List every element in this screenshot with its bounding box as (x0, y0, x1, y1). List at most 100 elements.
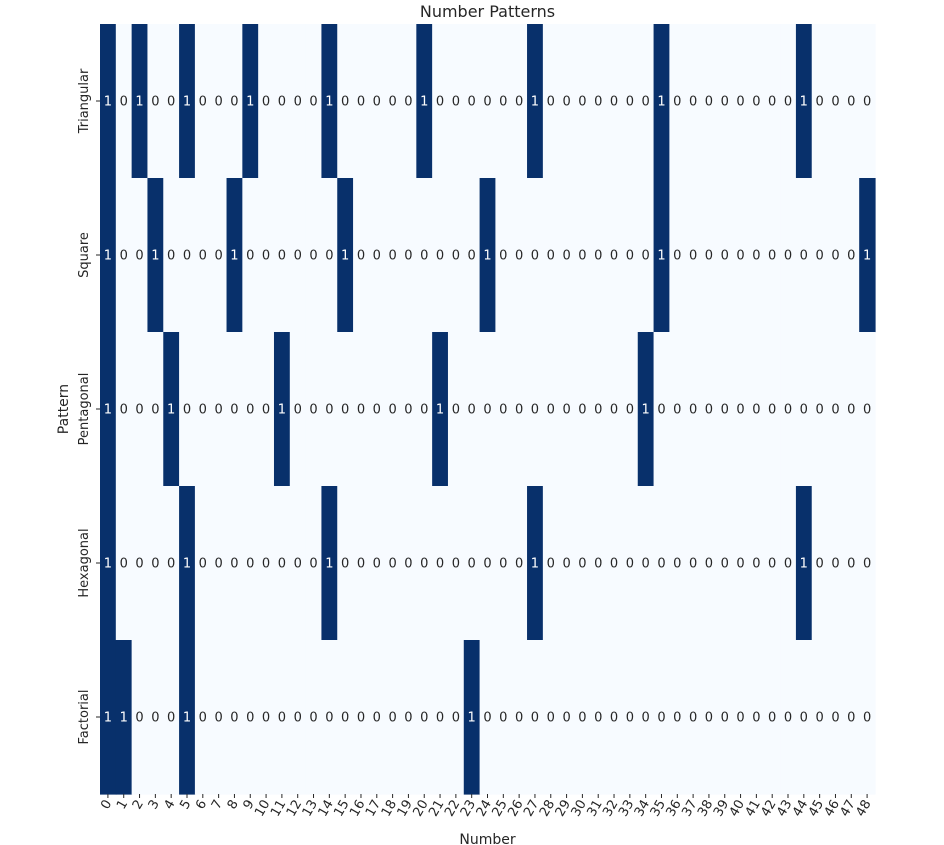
cell-annotation: 0 (705, 249, 713, 264)
heatmap-cell (416, 24, 433, 179)
heatmap-cell (179, 178, 196, 333)
cell-annotation: 0 (610, 557, 618, 572)
cell-annotation: 0 (452, 711, 460, 726)
heatmap-cell (353, 486, 370, 641)
heatmap-cell (147, 486, 164, 641)
cell-annotation: 0 (373, 403, 381, 418)
heatmap-cell (463, 332, 481, 487)
heatmap-cell (716, 178, 734, 333)
x-tick-label: 43 (774, 798, 795, 820)
heatmap-cell (400, 178, 417, 333)
heatmap-cell (827, 486, 844, 641)
cell-annotation: 0 (452, 557, 460, 572)
x-tick-label: 38 (695, 798, 716, 820)
heatmap-cell (764, 640, 781, 795)
heatmap-cell (748, 486, 765, 641)
heatmap-cell (163, 332, 180, 487)
heatmap-cell (732, 640, 750, 795)
heatmap-cell (669, 486, 686, 641)
heatmap-cell (463, 486, 481, 641)
heatmap-cell (527, 486, 544, 641)
cell-annotation: 0 (689, 711, 697, 726)
x-tick-label: 42 (758, 798, 779, 820)
heatmap-cell (685, 486, 702, 641)
heatmap-cell (305, 178, 323, 333)
heatmap-cell (210, 332, 228, 487)
cell-annotation: 1 (325, 557, 333, 572)
cell-annotation: 0 (357, 95, 365, 110)
x-tick-label: 20 (410, 798, 431, 820)
cell-annotation: 0 (673, 711, 681, 726)
x-tick-label: 13 (300, 798, 321, 820)
heatmap-cell (147, 24, 164, 179)
cell-annotation: 0 (768, 249, 776, 264)
heatmap-cell (131, 178, 149, 333)
cell-annotation: 0 (768, 403, 776, 418)
heatmap-cell (384, 332, 402, 487)
heatmap-cell (527, 24, 544, 179)
x-tick-label: 1 (114, 798, 131, 813)
cell-annotation: 1 (167, 403, 175, 418)
y-tick-label: Square (77, 232, 92, 278)
heatmap-cell (179, 24, 196, 179)
cell-annotation: 0 (278, 557, 286, 572)
heatmap-cell (716, 640, 734, 795)
heatmap-cell (606, 486, 623, 641)
cell-annotation: 0 (642, 95, 650, 110)
cell-annotation: 0 (341, 711, 349, 726)
heatmap-cell (511, 640, 528, 795)
x-tick-label: 15 (331, 798, 352, 820)
cell-annotation: 1 (104, 95, 112, 110)
cell-annotation: 0 (705, 711, 713, 726)
cell-annotation: 1 (183, 557, 191, 572)
heatmap-cell (701, 486, 718, 641)
cell-annotation: 0 (468, 95, 476, 110)
heatmap-cell (859, 486, 876, 641)
heatmap-cell (606, 332, 623, 487)
heatmap-cell (701, 332, 718, 487)
heatmap-cell (368, 486, 386, 641)
heatmap-cell (716, 332, 734, 487)
x-tick-label: 10 (252, 798, 273, 820)
heatmap-cell (337, 640, 354, 795)
heatmap-cell (432, 178, 449, 333)
heatmap-cell (321, 178, 338, 333)
x-tick-label: 36 (663, 798, 684, 820)
x-tick-label: 48 (853, 798, 874, 820)
heatmap-cell (574, 332, 591, 487)
cell-annotation: 0 (673, 95, 681, 110)
heatmap-cell (732, 178, 750, 333)
cell-annotation: 1 (325, 95, 333, 110)
heatmap-cell (811, 640, 829, 795)
cell-annotation: 0 (214, 711, 222, 726)
cell-annotation: 0 (214, 557, 222, 572)
cell-annotation: 0 (151, 95, 159, 110)
cell-annotation: 1 (863, 249, 871, 264)
heatmap-cell (653, 332, 670, 487)
cell-annotation: 0 (673, 557, 681, 572)
heatmap-cell (353, 178, 370, 333)
heatmap-cell (416, 486, 433, 641)
cell-annotation: 1 (657, 95, 665, 110)
x-tick-label: 34 (632, 798, 653, 820)
heatmap-cell (337, 178, 354, 333)
heatmap-cell (289, 486, 307, 641)
heatmap-cell (353, 332, 370, 487)
heatmap-cell (859, 332, 876, 487)
heatmap-cell (669, 640, 686, 795)
heatmap-cell (542, 178, 560, 333)
cell-annotation: 0 (199, 95, 207, 110)
x-tick-label: 22 (442, 798, 463, 820)
heatmap-cell (669, 24, 686, 179)
x-tick-label: 11 (268, 798, 289, 820)
cell-annotation: 1 (151, 249, 159, 264)
heatmap-cell (289, 24, 307, 179)
heatmap-cell (115, 24, 133, 179)
x-tick-label: 31 (584, 798, 605, 820)
heatmap-cell (258, 640, 275, 795)
cell-annotation: 0 (452, 403, 460, 418)
heatmap-cell (542, 332, 560, 487)
heatmap-cell (590, 178, 607, 333)
cell-annotation: 0 (388, 403, 396, 418)
heatmap-cell (147, 332, 164, 487)
